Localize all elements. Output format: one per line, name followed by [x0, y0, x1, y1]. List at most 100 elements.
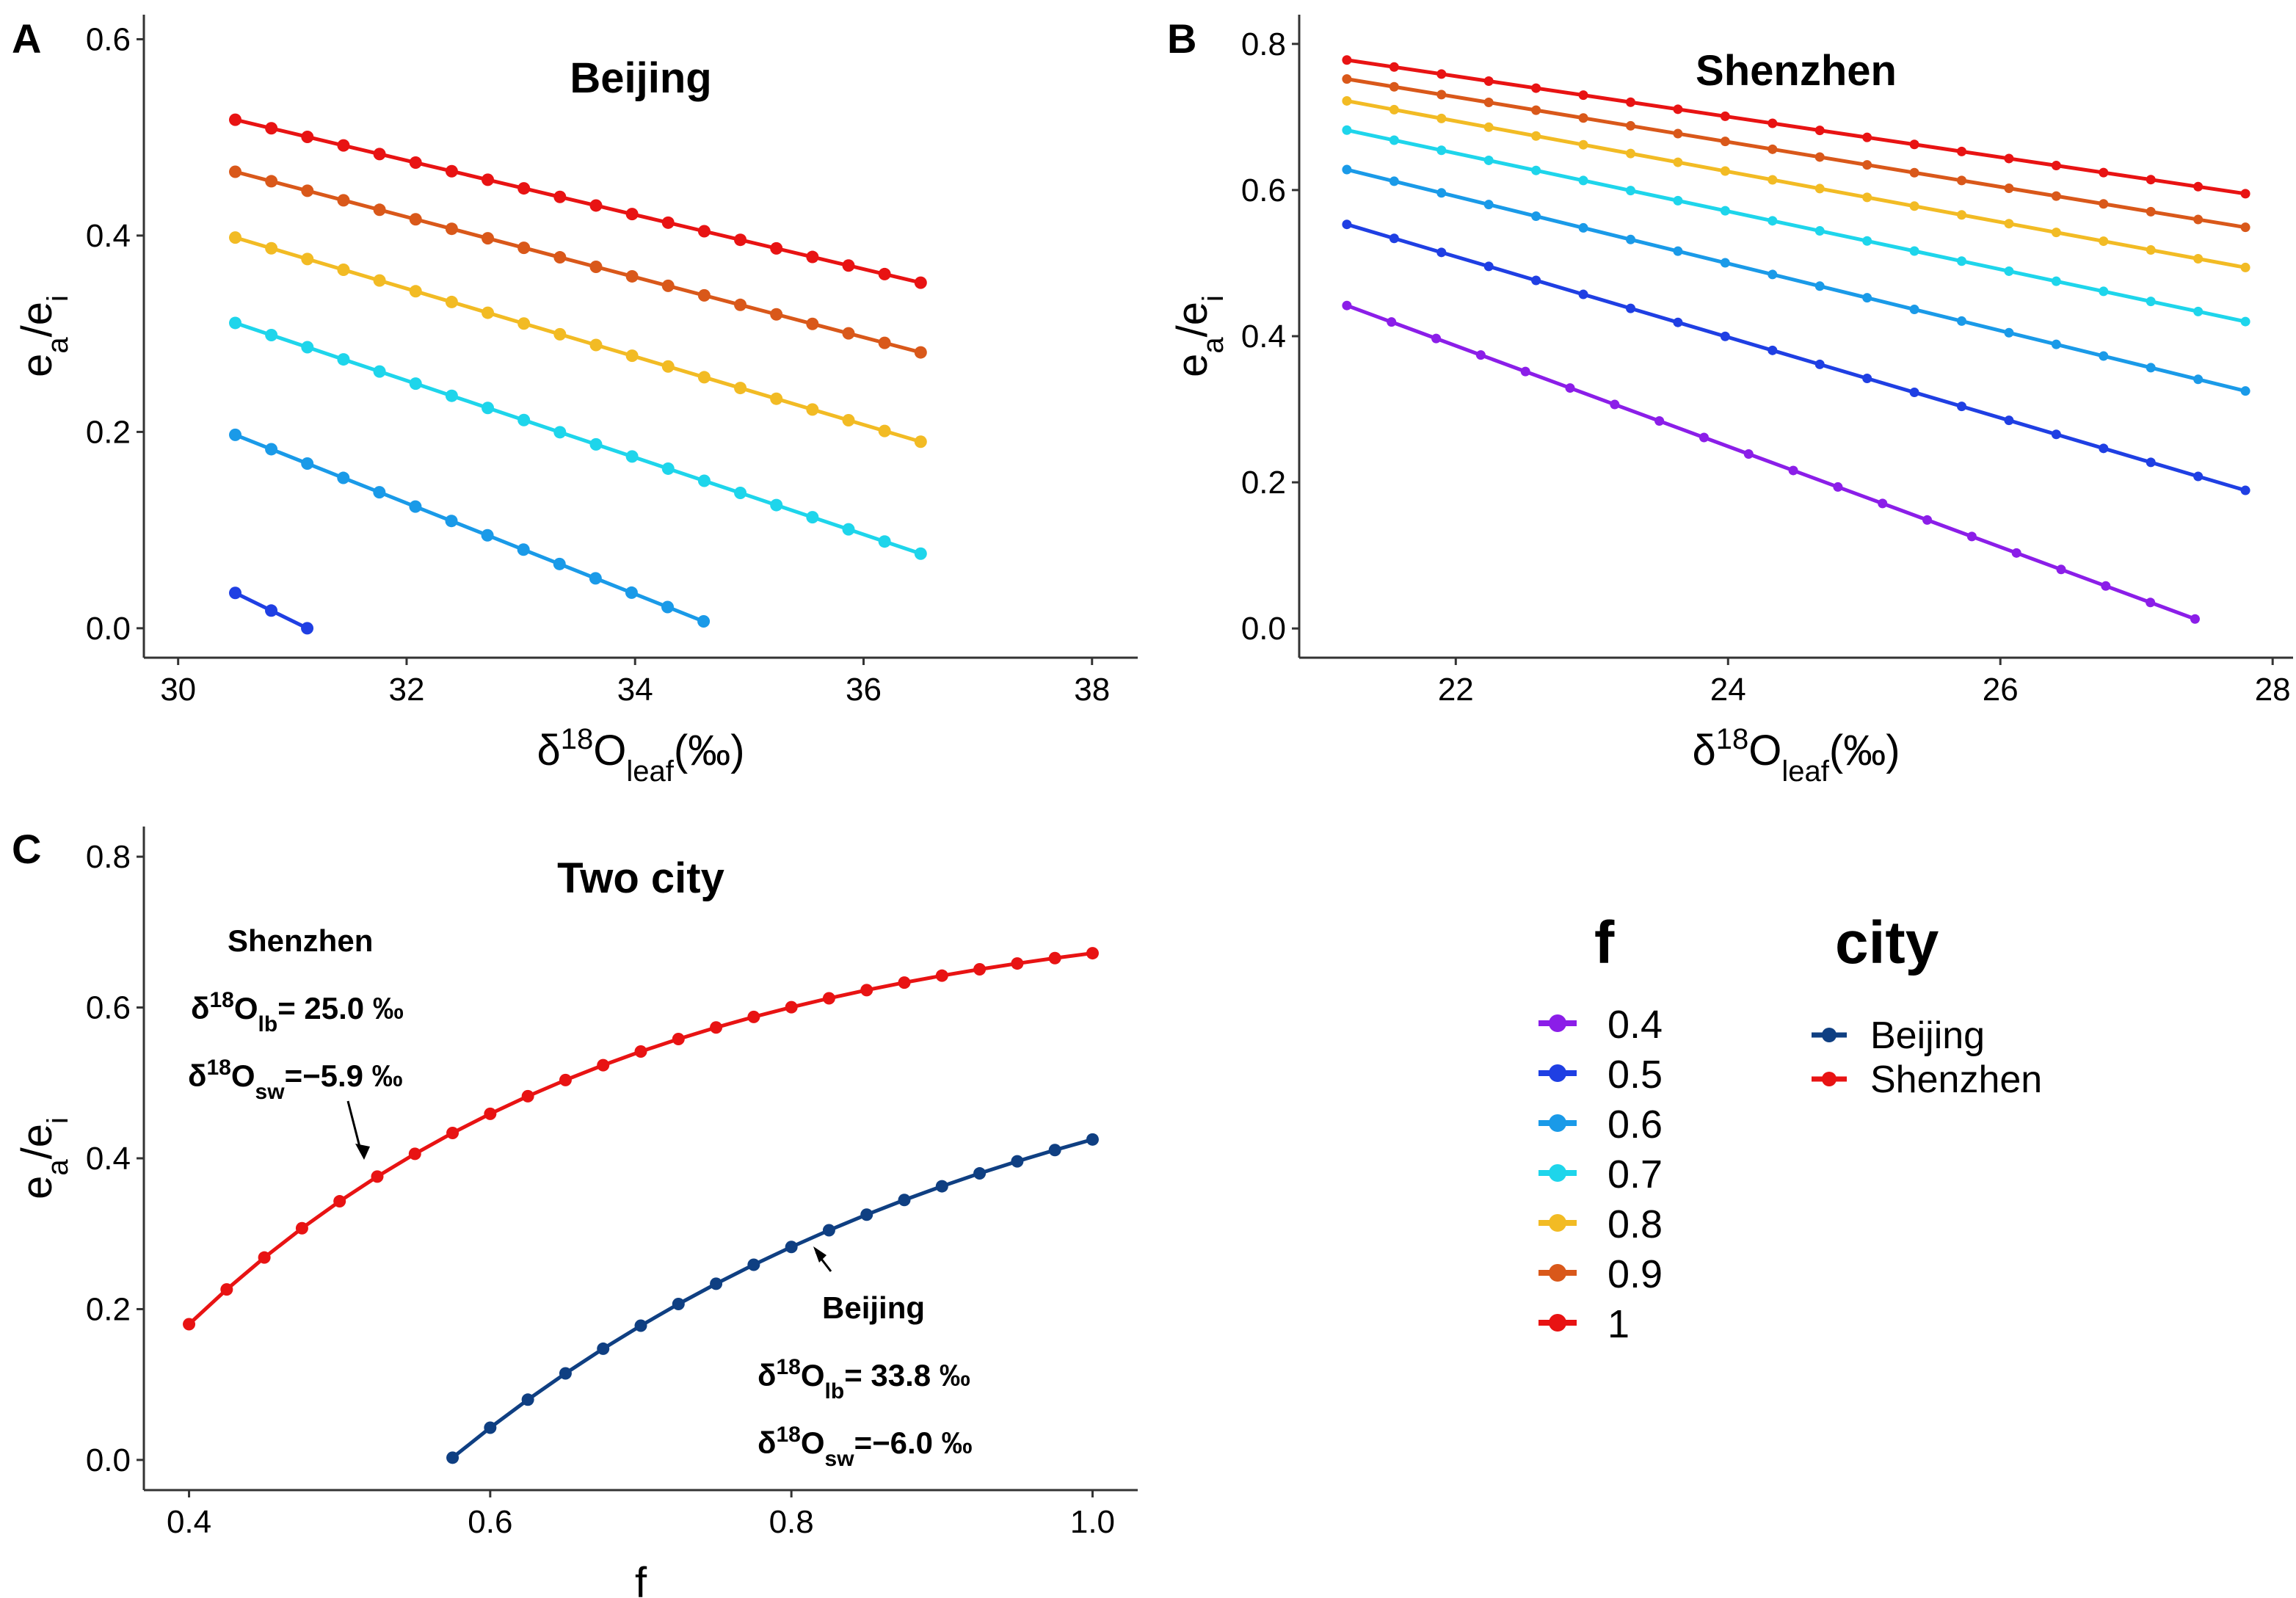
data-point [1743, 448, 1754, 459]
x-tick-label: 0.6 [468, 1504, 512, 1540]
series-line [1346, 58, 2246, 196]
series-0.4 [1342, 300, 2200, 624]
data-point [697, 371, 711, 384]
data-point [1389, 104, 1399, 115]
data-point [553, 190, 567, 203]
data-point [1342, 55, 1352, 65]
legend-city-label: Beijing [1870, 1014, 1985, 1057]
data-point [1531, 165, 1541, 175]
data-point [625, 450, 639, 463]
data-point [229, 113, 242, 126]
y-tick-label: 0.0 [86, 611, 131, 647]
data-point [697, 225, 711, 238]
legend-f-label: 0.7 [1607, 1152, 1663, 1196]
series-line [1346, 222, 2246, 493]
data-point [1720, 331, 1730, 341]
data-point [589, 261, 603, 274]
legend-f-item: 0.9 [1538, 1252, 1663, 1296]
data-point [517, 182, 531, 195]
data-point [1531, 83, 1541, 93]
panel-label: B [1167, 15, 1196, 62]
data-point [2101, 581, 2111, 591]
data-point [661, 279, 675, 292]
data-point [373, 148, 386, 161]
series-beijing [446, 1133, 1099, 1464]
x-tick-label: 32 [388, 672, 424, 708]
series-line [1346, 167, 2246, 393]
data-point [517, 317, 531, 330]
data-point [1814, 359, 1825, 369]
data-point [1011, 1155, 1024, 1168]
data-point [935, 1180, 948, 1193]
data-point [1389, 81, 1399, 92]
series-line [1346, 128, 2246, 324]
series-0.7 [1342, 125, 2250, 327]
data-point [1957, 256, 1967, 266]
series-line [234, 321, 922, 556]
data-point [1531, 105, 1541, 115]
data-point [1720, 137, 1730, 147]
data-point [1625, 148, 1635, 159]
chart-title: Two city [557, 854, 724, 902]
data-point [785, 1000, 798, 1014]
data-point [822, 992, 835, 1005]
x-tick-label: 24 [1710, 672, 1746, 708]
legend-f-label: 0.5 [1607, 1053, 1663, 1097]
data-point [697, 474, 711, 487]
data-point [672, 1032, 685, 1045]
data-point [2193, 214, 2204, 225]
series-0.7 [229, 316, 927, 560]
data-point [1814, 281, 1825, 291]
data-point [697, 288, 711, 302]
panel-c: C 0.0 0.2 0.4 0.6 0.8 0.4 0.6 0.8 1.0 Two city f ea/… [12, 826, 1138, 1598]
data-point [1862, 132, 1872, 142]
series-line [1346, 99, 2246, 269]
data-point [1483, 155, 1494, 165]
data-point [1814, 184, 1825, 194]
data-point [589, 338, 603, 352]
data-point [265, 443, 278, 456]
data-point [301, 253, 314, 266]
data-point [1862, 192, 1872, 203]
y-tick-label: 0.2 [1241, 465, 1286, 501]
data-point [1957, 402, 1967, 412]
data-point [625, 349, 639, 363]
data-point [2004, 219, 2014, 229]
series-shenzhen [183, 947, 1099, 1331]
x-tick-label: 0.4 [167, 1504, 211, 1540]
data-point [2011, 548, 2021, 558]
data-point [878, 336, 891, 349]
data-point [373, 365, 386, 378]
y-tick-label: 0.2 [86, 414, 131, 450]
data-point [265, 175, 278, 188]
data-point [484, 1107, 497, 1120]
legend-city-item: Shenzhen [1812, 1058, 2042, 1101]
data-point [2146, 175, 2156, 185]
data-point [625, 208, 639, 221]
data-point [265, 604, 278, 617]
legend-f-swatch-dot [1549, 1014, 1566, 1032]
data-point [2051, 228, 2061, 238]
series-1 [1342, 55, 2250, 199]
data-point [1578, 175, 1588, 186]
data-point [2240, 262, 2250, 272]
series-0.8 [1342, 95, 2250, 272]
data-point [2056, 564, 2066, 575]
data-point [1673, 104, 1683, 115]
legend-f-item: 0.8 [1538, 1202, 1663, 1246]
data-point [1788, 465, 1798, 476]
data-point [1699, 432, 1709, 443]
data-point [589, 199, 603, 212]
data-point [2146, 598, 2156, 608]
y-tick-label: 0.6 [86, 21, 131, 57]
x-tick-label: 36 [846, 672, 882, 708]
data-point [1389, 62, 1399, 72]
data-point [1966, 531, 1977, 542]
data-point [517, 241, 531, 255]
legend-f-swatch-dot [1549, 1264, 1566, 1282]
legend-city-swatch-dot [1822, 1072, 1837, 1086]
data-point [229, 428, 242, 441]
data-point [1909, 388, 1919, 398]
data-point [2240, 485, 2250, 495]
